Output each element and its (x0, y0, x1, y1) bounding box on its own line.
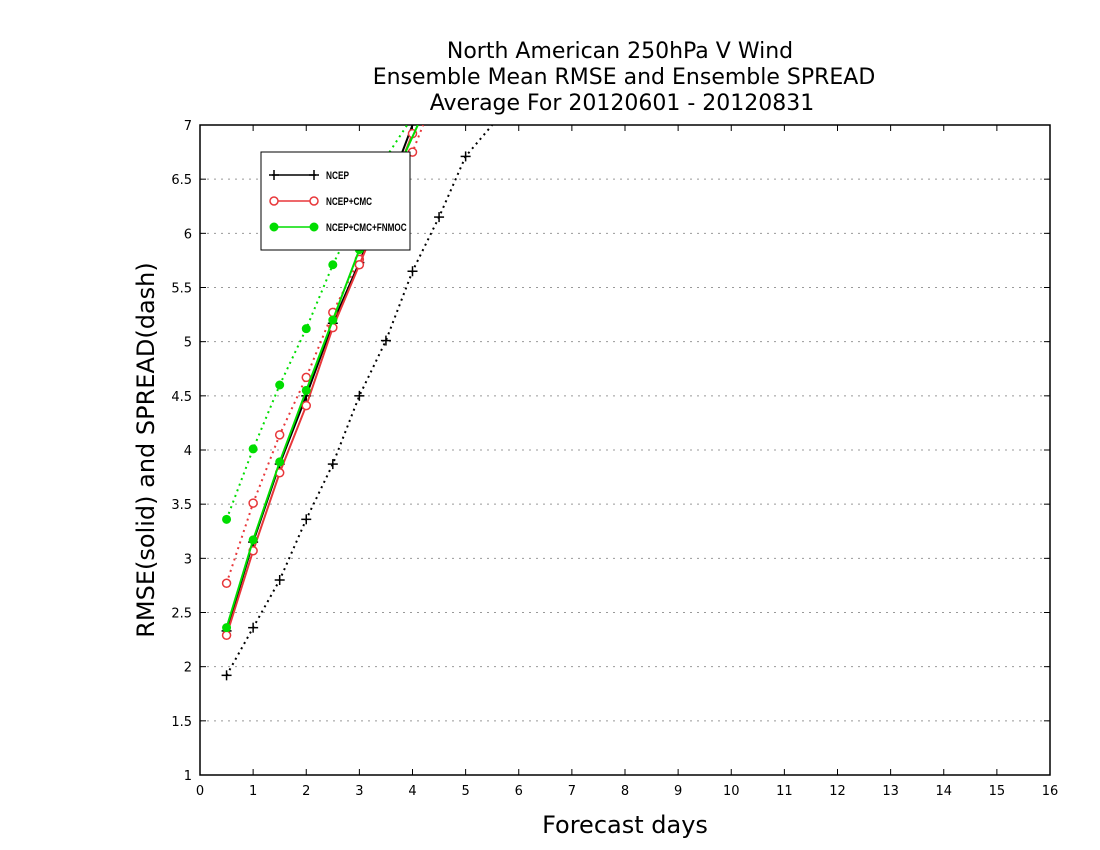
series-2-spread-point (248, 444, 258, 454)
series-1-spread-point (248, 498, 258, 508)
series-2-rmse-point (301, 385, 311, 395)
legend-marker (309, 170, 319, 180)
series-2-spread-point (275, 380, 285, 390)
series-2-rmse-point (275, 457, 285, 467)
series-1-rmse-point (354, 260, 365, 270)
series-0-spread-point (407, 266, 418, 277)
legend-label: NCEP+CMC+FNMOC (326, 222, 407, 234)
y-tick-label: 1 (184, 769, 192, 784)
x-tick-label: 9 (674, 784, 682, 799)
x-tick-label: 11 (776, 784, 793, 799)
x-tick-label: 13 (882, 784, 899, 799)
x-tick-label: 14 (935, 784, 952, 799)
series-2-spread-point (301, 324, 311, 334)
series-1-rmse-point (301, 400, 311, 411)
series-1-spread-point (221, 578, 232, 588)
x-tick-label: 12 (829, 784, 846, 799)
y-tick-label: 4 (184, 444, 192, 459)
legend-marker (309, 196, 319, 206)
series-0-spread-point (354, 390, 365, 401)
chart-title: North American 250hPa V Wind Ensemble Me… (373, 39, 876, 116)
y-tick-label: 1.5 (171, 715, 192, 730)
series-1-spread-point (274, 430, 285, 440)
y-tick-label: 7 (184, 119, 192, 134)
y-tick-label: 5 (184, 336, 192, 351)
x-tick-label: 0 (196, 784, 204, 799)
x-tick-label: 7 (568, 784, 576, 799)
x-tick-label: 16 (1042, 784, 1059, 799)
x-tick-label: 4 (408, 784, 416, 799)
series-0-spread-point (301, 514, 312, 525)
series-2-rmse-point (328, 315, 338, 325)
legend-label: NCEP+CMC (326, 196, 372, 208)
axis-ticks: 0 1 2 3 4 5 6 7 8 9 10 11 12 13 14 15 1611.522.533.544.5… (171, 119, 1058, 799)
series-2-spread-point (222, 514, 232, 524)
series-0-spread-point (380, 335, 391, 346)
x-tick-label: 3 (355, 784, 363, 799)
x-tick-label: 1 (249, 784, 257, 799)
x-tick-label: 8 (621, 784, 629, 799)
x-axis-label: Forecast days (542, 811, 708, 839)
legend-marker (269, 222, 279, 232)
title-line-3: Average For 20120601 - 20120831 (430, 91, 815, 116)
x-tick-label: 10 (723, 784, 740, 799)
series-0-spread-line (225, 125, 493, 676)
y-tick-label: 4.5 (171, 390, 192, 405)
y-tick-label: 3 (184, 552, 192, 567)
y-tick-label: 6 (184, 227, 192, 242)
series-2-rmse-point (248, 535, 258, 545)
y-axis-label: RMSE(solid) and SPREAD(dash) (132, 262, 160, 638)
legend-marker (269, 170, 279, 180)
series-0-spread-point (248, 622, 259, 633)
x-tick-label: 2 (302, 784, 310, 799)
grid (200, 178, 1050, 722)
legend-label: NCEP (326, 170, 349, 182)
series-2-spread-point (328, 260, 338, 270)
y-tick-label: 2 (184, 661, 192, 676)
series-0-spread-point (434, 212, 445, 223)
y-tick-label: 2.5 (171, 607, 192, 622)
y-tick-label: 3.5 (171, 498, 192, 513)
title-line-1: North American 250hPa V Wind (447, 39, 793, 64)
x-tick-label: 5 (461, 784, 469, 799)
series-0-spread-point (460, 151, 471, 162)
series-0-spread-point (221, 670, 232, 681)
x-tick-label: 15 (989, 784, 1006, 799)
y-tick-label: 5.5 (171, 282, 192, 297)
x-tick-label: 6 (515, 784, 523, 799)
series-2-rmse-point (222, 623, 232, 633)
title-line-2: Ensemble Mean RMSE and Ensemble SPREAD (373, 65, 876, 90)
y-tick-label: 6.5 (171, 173, 192, 188)
series-0-spread-point (274, 575, 285, 585)
legend-marker (269, 196, 279, 206)
series-0-spread-point (327, 459, 338, 470)
series-1-rmse-point (221, 630, 232, 640)
legend-marker (309, 222, 319, 232)
legend: NCEP NCEP+CMC NCEP+CMC+FNMOC (260, 151, 411, 251)
